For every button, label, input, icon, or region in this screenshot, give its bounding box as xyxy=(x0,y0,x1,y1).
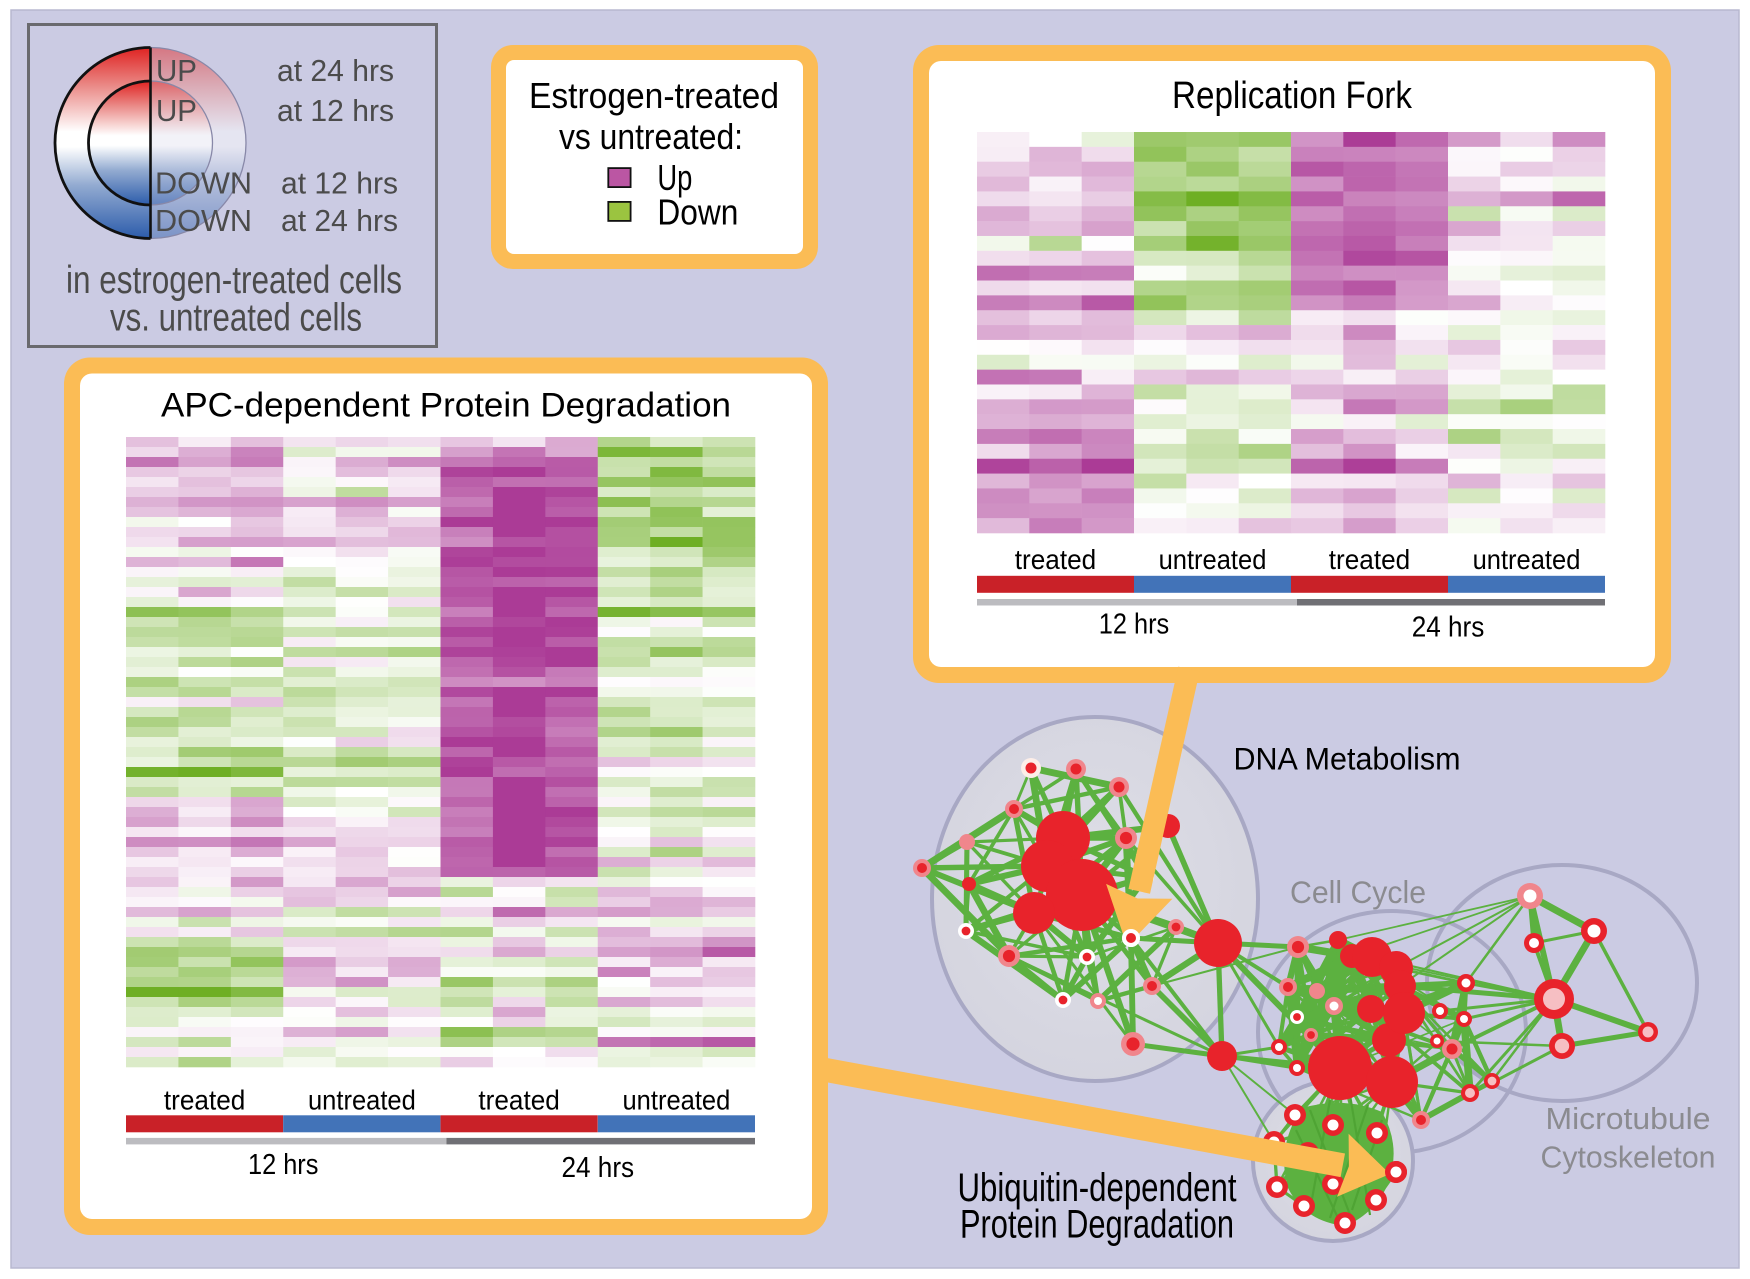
svg-text:12 hrs: 12 hrs xyxy=(1099,609,1169,641)
svg-text:treated: treated xyxy=(164,1084,245,1115)
svg-text:treated: treated xyxy=(478,1084,559,1115)
svg-text:in estrogen-treated cells: in estrogen-treated cells xyxy=(66,259,402,302)
svg-text:Estrogen-treated: Estrogen-treated xyxy=(529,75,779,116)
svg-text:DNA Metabolism: DNA Metabolism xyxy=(1234,741,1461,777)
svg-text:Microtubule: Microtubule xyxy=(1546,1101,1711,1136)
svg-text:UP: UP xyxy=(156,53,197,88)
svg-text:Replication Fork: Replication Fork xyxy=(1172,75,1413,117)
svg-text:untreated: untreated xyxy=(623,1084,731,1115)
svg-text:DOWN: DOWN xyxy=(155,166,252,201)
svg-text:untreated: untreated xyxy=(308,1084,416,1115)
svg-text:treated: treated xyxy=(1015,544,1096,575)
svg-text:treated: treated xyxy=(1329,544,1410,575)
svg-text:24 hrs: 24 hrs xyxy=(562,1152,635,1184)
svg-text:at 24 hrs: at 24 hrs xyxy=(277,53,394,88)
svg-text:Up: Up xyxy=(657,157,692,198)
svg-text:UP: UP xyxy=(156,93,197,128)
svg-text:Protein Degradation: Protein Degradation xyxy=(960,1203,1234,1247)
svg-text:untreated: untreated xyxy=(1473,544,1581,575)
svg-text:vs untreated:: vs untreated: xyxy=(559,116,743,157)
svg-text:Ubiquitin-dependent: Ubiquitin-dependent xyxy=(958,1166,1237,1210)
svg-text:Cell Cycle: Cell Cycle xyxy=(1290,874,1426,910)
svg-text:Down: Down xyxy=(657,192,738,233)
svg-text:at 12 hrs: at 12 hrs xyxy=(281,166,398,201)
svg-text:at 12 hrs: at 12 hrs xyxy=(277,93,394,128)
svg-text:APC-dependent Protein Degradat: APC-dependent Protein Degradation xyxy=(161,387,731,425)
svg-text:at 24 hrs: at 24 hrs xyxy=(281,203,398,238)
svg-text:untreated: untreated xyxy=(1159,544,1267,575)
svg-text:24 hrs: 24 hrs xyxy=(1412,612,1485,644)
svg-text:vs. untreated cells: vs. untreated cells xyxy=(110,297,362,340)
svg-text:DOWN: DOWN xyxy=(155,203,252,238)
svg-text:12 hrs: 12 hrs xyxy=(248,1149,318,1181)
svg-text:Cytoskeleton: Cytoskeleton xyxy=(1541,1140,1716,1175)
